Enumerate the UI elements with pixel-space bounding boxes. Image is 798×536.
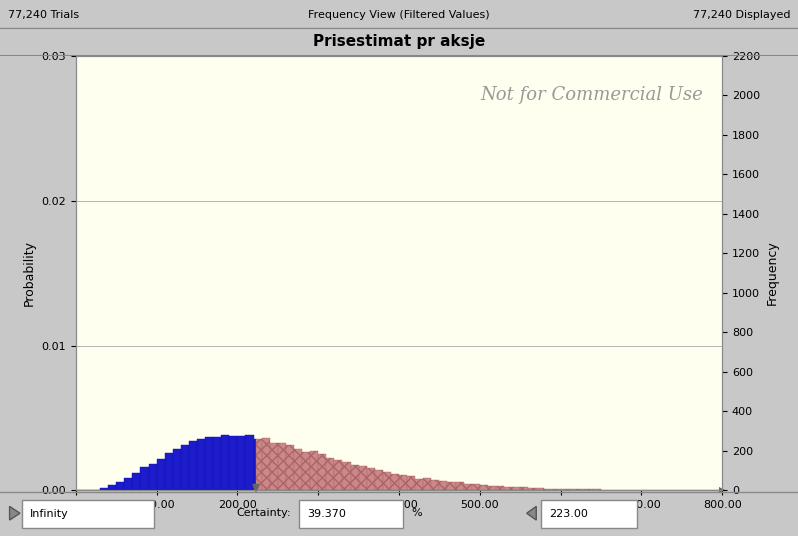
Bar [221, 435, 229, 490]
Bar [552, 489, 561, 490]
Bar [464, 483, 472, 490]
Bar [480, 485, 488, 490]
Bar [488, 486, 496, 490]
Bar [512, 487, 520, 490]
Bar [256, 440, 262, 490]
Text: Not for Commercial Use: Not for Commercial Use [480, 86, 703, 104]
Bar [229, 436, 238, 490]
Bar [342, 461, 350, 490]
Bar [415, 479, 423, 490]
Bar [544, 489, 552, 490]
Bar [205, 437, 213, 490]
Bar [504, 487, 512, 490]
Bar [423, 478, 431, 490]
Text: 77,240 Displayed: 77,240 Displayed [693, 10, 790, 20]
Bar [109, 486, 117, 490]
Bar [189, 441, 197, 490]
Bar [593, 489, 601, 490]
Bar [391, 474, 399, 490]
Text: %: % [411, 508, 421, 518]
Bar [140, 467, 148, 490]
Y-axis label: Probability: Probability [23, 240, 36, 306]
Bar [164, 453, 172, 490]
Bar [254, 440, 256, 490]
Bar [310, 451, 318, 490]
Bar [350, 465, 358, 490]
Bar [22, 500, 154, 528]
Bar [456, 482, 464, 490]
Bar [302, 451, 310, 490]
Bar [432, 480, 440, 490]
Bar [117, 482, 124, 490]
Bar [375, 470, 383, 490]
Bar [326, 458, 334, 490]
Bar [472, 484, 480, 490]
Text: 39.370: 39.370 [307, 509, 346, 519]
Polygon shape [527, 507, 536, 520]
Bar [318, 454, 326, 490]
Polygon shape [10, 507, 20, 520]
Bar [100, 488, 109, 490]
Bar [520, 487, 528, 490]
Bar [383, 472, 391, 490]
Bar [541, 500, 637, 528]
Bar [172, 449, 181, 490]
Text: Certainty:: Certainty: [237, 508, 291, 518]
Bar [399, 475, 407, 490]
Bar [407, 476, 415, 490]
Bar [358, 466, 367, 490]
Bar [577, 489, 585, 490]
Bar [334, 460, 342, 490]
Bar [132, 473, 140, 490]
Bar [560, 489, 569, 490]
Bar [448, 481, 456, 490]
Bar [213, 437, 221, 490]
Bar [197, 440, 205, 490]
Bar [585, 489, 593, 490]
Bar [262, 438, 270, 490]
Bar [246, 435, 254, 490]
Bar [238, 436, 246, 490]
Bar [367, 467, 375, 490]
Bar [92, 489, 100, 490]
Text: Frequency View (Filtered Values): Frequency View (Filtered Values) [308, 10, 490, 20]
Bar [528, 488, 536, 490]
Bar [156, 458, 164, 490]
Bar [181, 445, 189, 490]
Bar [278, 443, 286, 490]
Text: 77,240 Trials: 77,240 Trials [8, 10, 79, 20]
Bar [569, 489, 577, 490]
Bar [124, 478, 132, 490]
Bar [440, 481, 448, 490]
Bar [496, 486, 504, 490]
Bar [536, 488, 544, 490]
Text: Infinity: Infinity [30, 509, 69, 519]
Y-axis label: Frequency: Frequency [766, 241, 779, 306]
Bar [286, 445, 294, 490]
Text: Prisestimat pr aksje: Prisestimat pr aksje [313, 34, 485, 49]
Bar [270, 443, 278, 490]
Bar [294, 449, 302, 490]
Bar [299, 500, 403, 528]
Text: 223.00: 223.00 [549, 509, 588, 519]
Bar [148, 464, 156, 490]
